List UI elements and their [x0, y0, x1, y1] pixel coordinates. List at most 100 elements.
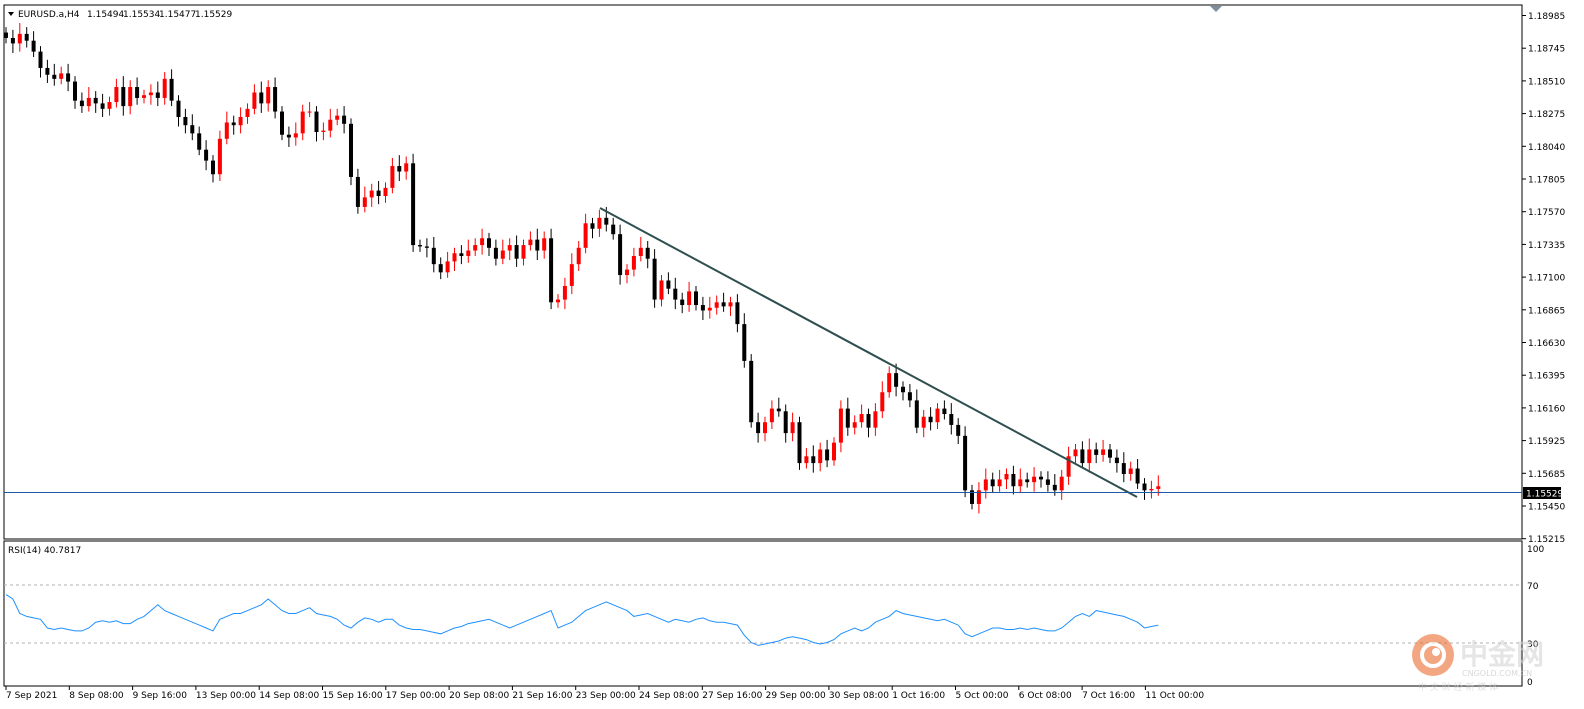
candle-body: [1121, 463, 1126, 474]
candle: [1073, 444, 1078, 464]
candle-body: [1080, 449, 1085, 464]
candle-body: [38, 51, 43, 68]
candle-body: [128, 87, 133, 107]
downtrend-line[interactable]: [599, 207, 1138, 498]
candle: [618, 224, 623, 285]
time-tick-label: 7 Sep 2021: [6, 691, 57, 701]
candle-body: [121, 87, 126, 107]
candle-body: [549, 238, 554, 303]
candle: [983, 468, 988, 499]
candle-body: [376, 190, 381, 197]
candle-body: [100, 103, 105, 109]
candle-body: [1073, 449, 1078, 457]
candle: [583, 213, 588, 254]
candle-body: [197, 133, 202, 150]
candle: [142, 89, 146, 104]
rsi-indicator-pane[interactable]: RSI(14) 40.7817: [3, 540, 1523, 687]
candle-body: [335, 115, 340, 120]
candle: [231, 115, 236, 135]
candle: [73, 76, 77, 109]
time-tick-label: 13 Sep 00:00: [196, 691, 256, 701]
candle-body: [728, 302, 733, 307]
candle: [1121, 452, 1126, 483]
candle-body: [135, 87, 140, 98]
candle-body: [397, 166, 402, 172]
candle: [714, 295, 719, 315]
candle: [148, 84, 153, 105]
candle: [976, 482, 981, 514]
price-chart-pane[interactable]: [3, 4, 1523, 540]
candle-body: [832, 442, 836, 461]
candle-body: [1108, 449, 1112, 458]
candle: [1059, 469, 1064, 500]
candle-body: [970, 490, 974, 504]
candle-body: [1025, 479, 1030, 483]
candle-body: [1011, 473, 1016, 487]
candle: [576, 240, 581, 271]
watermark-site: CNGOLD.COM.CN: [1462, 669, 1532, 678]
candle-body: [659, 280, 664, 300]
candle: [721, 292, 726, 312]
price-axis: 1.18985 1.18745 1.18510 1.18275 1.18040 1.178…: [1522, 12, 1565, 545]
candle-body: [342, 115, 347, 124]
candle: [114, 78, 119, 108]
dropdown-triangle-icon[interactable]: [8, 12, 14, 16]
candle: [797, 416, 802, 470]
candle-body: [542, 238, 547, 251]
rsi-tick-0: 0: [1527, 678, 1533, 688]
candle: [59, 66, 64, 85]
candle: [1135, 458, 1140, 489]
price-tick-label: 1.16160: [1528, 404, 1565, 414]
candle-body: [431, 247, 436, 265]
candle-body: [507, 245, 512, 251]
candle-body: [211, 160, 215, 175]
candle: [183, 108, 188, 134]
candle-body: [618, 234, 623, 276]
candle: [783, 404, 788, 443]
candle-body: [73, 81, 77, 101]
candle-body: [576, 247, 581, 265]
candle: [1108, 444, 1112, 464]
time-tick-label: 17 Sep 00:00: [386, 691, 446, 701]
candle-body: [1135, 468, 1140, 484]
ohlc-open: 1.15494: [87, 10, 124, 20]
candle: [631, 247, 636, 277]
candle-body: [838, 408, 843, 443]
candle-body: [997, 479, 1002, 487]
candle-body: [480, 238, 485, 246]
candle: [942, 400, 947, 420]
candle: [597, 209, 602, 237]
candle-body: [66, 73, 71, 82]
candle: [404, 156, 409, 180]
candle-body: [438, 264, 443, 273]
time-tick-label: 23 Sep 00:00: [576, 691, 636, 701]
candle: [128, 80, 133, 115]
candle: [411, 153, 416, 252]
candle-body: [776, 408, 781, 412]
candle-body: [107, 102, 112, 109]
candle: [1128, 461, 1133, 481]
rsi-label: RSI(14) 40.7817: [8, 546, 81, 556]
price-tick-label: 1.17805: [1528, 176, 1565, 186]
candle-body: [825, 449, 830, 461]
candle-body: [273, 87, 278, 112]
candle: [349, 118, 353, 186]
candle: [135, 77, 140, 105]
cngold-watermark: 中金网 CNGOLD.COM.CN 中 文 财 经 新 媒 体: [1412, 634, 1544, 693]
candle: [376, 181, 381, 205]
price-tick-label: 1.15925: [1528, 437, 1565, 447]
candle-body: [645, 247, 650, 259]
shift-marker-icon[interactable]: [1210, 6, 1222, 12]
time-tick-label: 5 Oct 00:00: [956, 691, 1009, 701]
candle-body: [963, 435, 968, 491]
candle: [887, 366, 892, 398]
candle-body: [687, 291, 692, 306]
candle-body: [362, 197, 367, 207]
candle-body: [873, 411, 878, 428]
cngold-logo-icon: [1412, 634, 1454, 676]
candle: [197, 126, 202, 156]
candle: [314, 106, 319, 142]
price-tick-label: 1.16865: [1528, 306, 1565, 316]
current-price-label: 1.15529: [1526, 490, 1563, 500]
price-tick-label: 1.17335: [1528, 241, 1565, 251]
